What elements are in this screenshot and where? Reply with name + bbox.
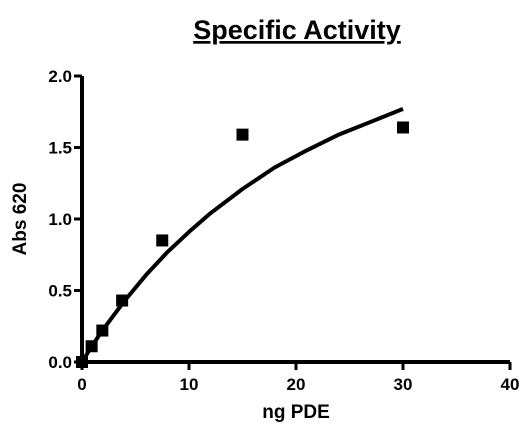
x-tick-label: 30 [394, 375, 413, 394]
data-point [116, 294, 129, 307]
y-tick-label: 1.5 [48, 139, 72, 158]
x-tick-label: 10 [180, 375, 199, 394]
data-point [96, 324, 109, 337]
axes [80, 76, 510, 364]
data-point [76, 356, 88, 368]
fit-curve [80, 107, 404, 364]
data-point [85, 340, 98, 353]
data-point [156, 234, 169, 247]
y-axis-label: Abs 620 [10, 183, 31, 256]
x-axis-label: ng PDE [262, 402, 330, 423]
x-tick-label: 0 [77, 375, 86, 394]
ticks: 0 10 20 30 40 0.0 0.5 1.0 1.5 2.0 [48, 67, 519, 394]
data-points [76, 121, 409, 368]
data-point [236, 128, 249, 141]
y-tick-label: 1.0 [48, 210, 72, 229]
x-tick-label: 20 [287, 375, 306, 394]
y-tick-label: 2.0 [48, 67, 72, 86]
y-tick-label: 0.0 [48, 353, 72, 372]
y-tick-label: 0.5 [48, 282, 72, 301]
data-point [397, 121, 409, 134]
x-tick-label: 40 [501, 375, 520, 394]
chart-title: Specific Activity [193, 15, 401, 45]
